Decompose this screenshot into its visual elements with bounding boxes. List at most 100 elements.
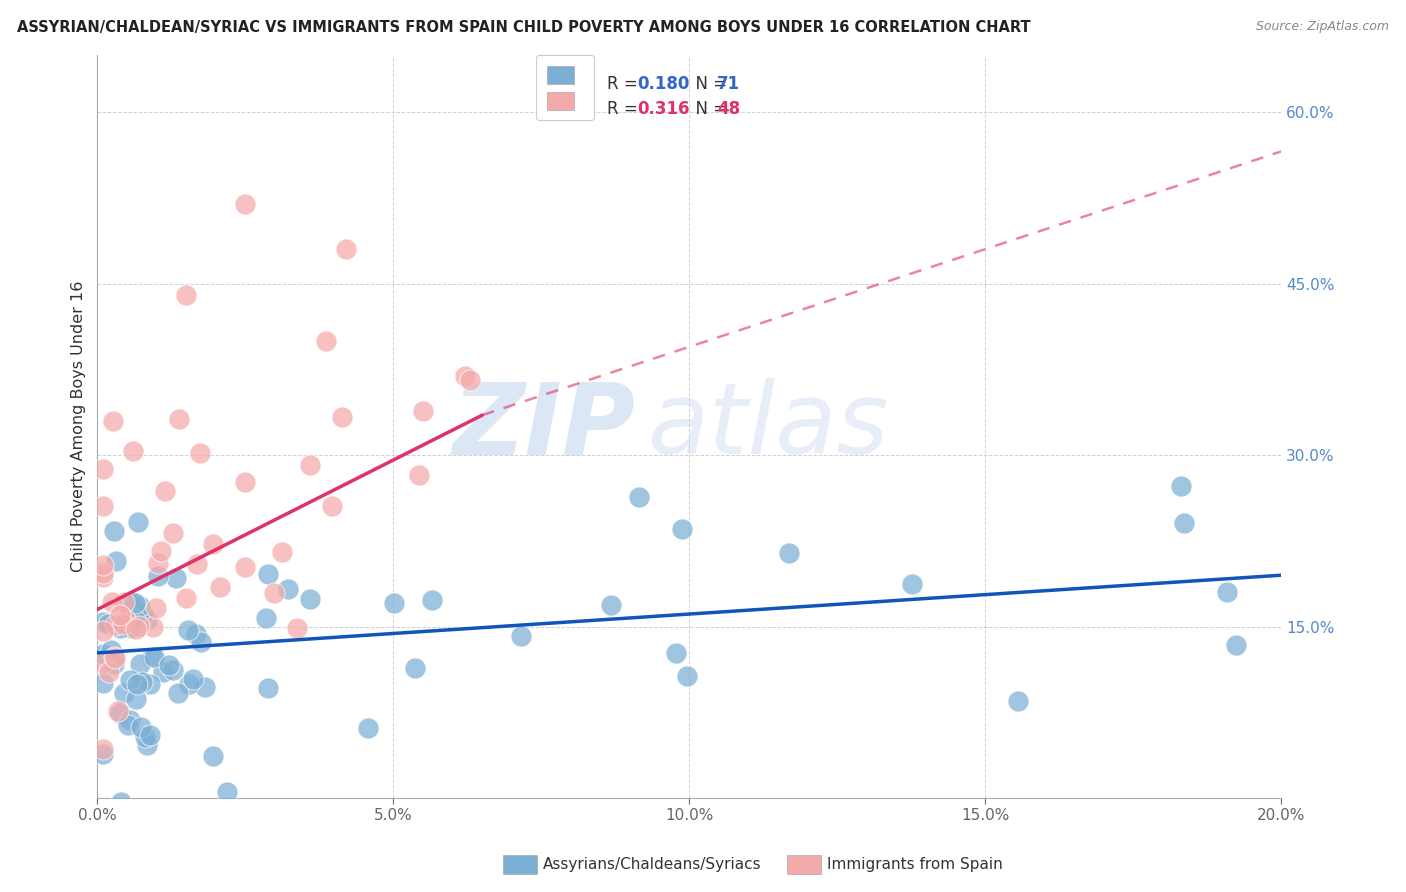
Point: [510, 629, 533, 643]
Point: [671, 522, 693, 536]
Point: [117, 718, 139, 732]
Point: [184, 626, 207, 640]
Point: [454, 368, 477, 383]
Point: [321, 499, 343, 513]
Point: [108, 608, 131, 623]
Point: [139, 677, 162, 691]
Point: [627, 491, 650, 505]
Point: [149, 543, 172, 558]
Point: [135, 613, 157, 627]
Point: [157, 657, 180, 672]
Text: N =: N =: [685, 100, 733, 118]
Point: [256, 681, 278, 695]
Point: [132, 607, 155, 622]
Point: [120, 621, 142, 635]
Point: [91, 566, 114, 580]
Point: [91, 647, 114, 661]
Point: [176, 288, 198, 302]
Point: [901, 577, 924, 591]
Point: [153, 483, 176, 498]
Point: [404, 660, 426, 674]
Point: [125, 622, 148, 636]
Text: ZIP: ZIP: [453, 378, 636, 475]
Point: [96, 616, 118, 631]
Point: [190, 635, 212, 649]
Point: [110, 796, 132, 810]
Point: [1170, 478, 1192, 492]
Point: [91, 615, 114, 629]
Point: [299, 458, 322, 473]
Point: [103, 524, 125, 539]
Point: [131, 674, 153, 689]
Point: [186, 557, 208, 571]
Point: [233, 475, 256, 489]
Point: [408, 467, 430, 482]
Point: [263, 586, 285, 600]
Point: [135, 738, 157, 752]
Point: [676, 669, 699, 683]
Point: [257, 567, 280, 582]
Point: [107, 704, 129, 718]
Point: [91, 499, 114, 513]
Point: [103, 657, 125, 672]
Point: [420, 593, 443, 607]
Point: [201, 537, 224, 551]
Text: 0.180: 0.180: [637, 75, 689, 93]
Point: [382, 596, 405, 610]
Point: [194, 680, 217, 694]
Point: [1216, 585, 1239, 599]
Point: [120, 673, 142, 687]
Point: [91, 657, 114, 671]
Point: [315, 334, 337, 349]
Point: [412, 404, 434, 418]
Point: [285, 622, 308, 636]
Point: [176, 623, 198, 637]
Point: [129, 657, 152, 671]
Point: [235, 560, 257, 574]
Point: [665, 647, 688, 661]
Point: [165, 571, 187, 585]
Y-axis label: Child Poverty Among Boys Under 16: Child Poverty Among Boys Under 16: [72, 281, 86, 573]
Text: R =: R =: [607, 100, 644, 118]
Point: [118, 714, 141, 728]
Point: [599, 599, 621, 613]
Point: [103, 414, 125, 428]
Point: [104, 617, 127, 632]
Point: [145, 601, 167, 615]
Point: [167, 411, 190, 425]
Point: [139, 728, 162, 742]
Point: [188, 446, 211, 460]
Point: [270, 545, 292, 559]
Point: [124, 613, 146, 627]
Text: N =: N =: [685, 75, 733, 93]
Point: [146, 569, 169, 583]
Text: atlas: atlas: [648, 378, 890, 475]
Point: [129, 599, 152, 614]
Point: [129, 719, 152, 733]
Legend: , : ,: [536, 55, 595, 120]
Point: [330, 410, 353, 425]
Point: [104, 651, 127, 665]
Point: [100, 642, 122, 657]
Point: [235, 196, 257, 211]
Text: 48: 48: [717, 100, 740, 118]
Point: [202, 748, 225, 763]
Point: [357, 721, 380, 735]
Point: [299, 592, 322, 607]
Point: [142, 620, 165, 634]
Point: [108, 706, 131, 720]
Point: [91, 462, 114, 476]
Point: [215, 785, 238, 799]
Text: Assyrians/Chaldeans/Syriacs: Assyrians/Chaldeans/Syriacs: [543, 857, 761, 871]
Point: [141, 649, 163, 664]
Text: 0.316: 0.316: [637, 100, 689, 118]
Text: Source: ZipAtlas.com: Source: ZipAtlas.com: [1256, 20, 1389, 33]
Point: [111, 617, 134, 632]
Text: R =: R =: [607, 75, 644, 93]
Point: [98, 665, 121, 680]
Point: [142, 649, 165, 664]
Point: [91, 570, 114, 584]
Point: [174, 591, 197, 606]
Point: [91, 742, 114, 756]
Point: [91, 675, 114, 690]
